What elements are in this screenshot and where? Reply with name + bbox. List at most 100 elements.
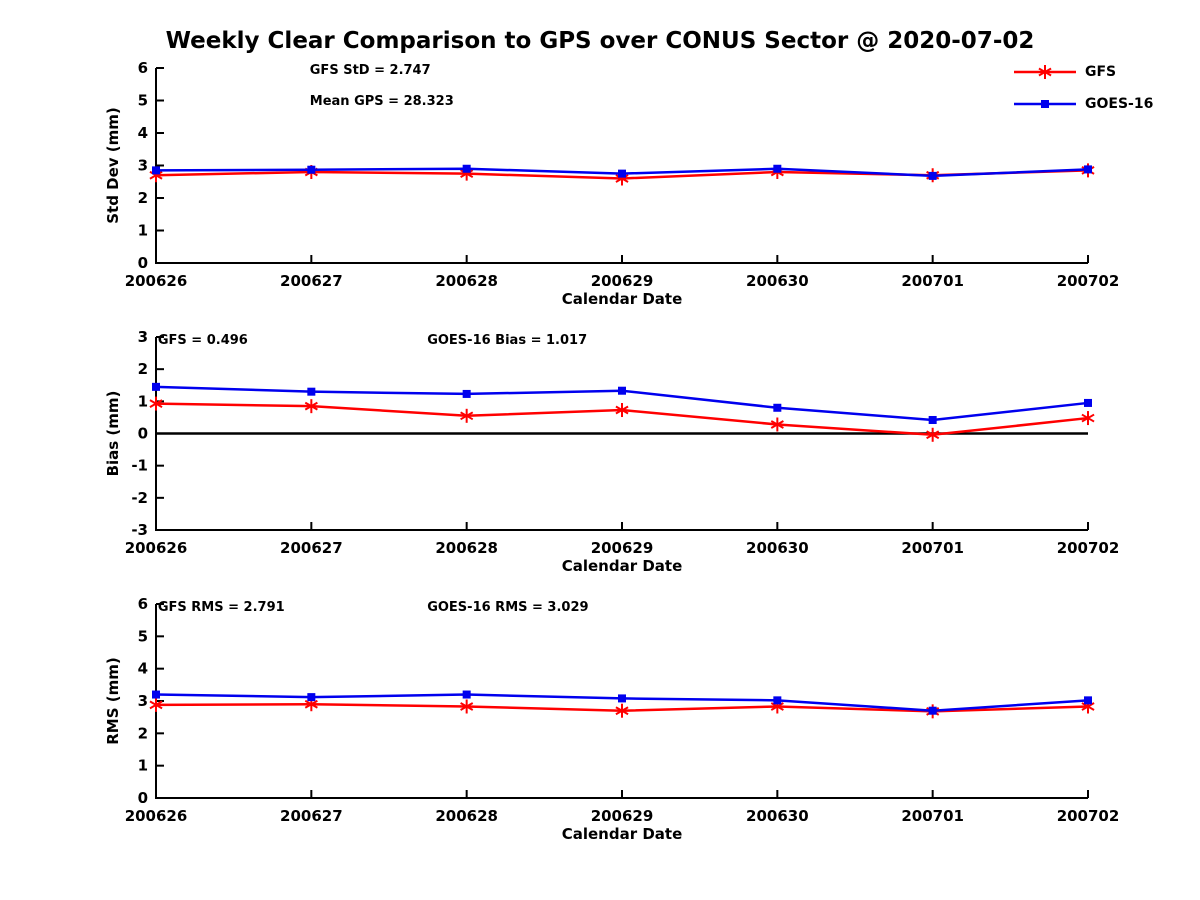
- series-marker-GFS: [149, 700, 163, 710]
- y-tick-label: -1: [131, 457, 148, 475]
- series-marker-GOES-16: [1084, 165, 1092, 174]
- y-tick-label: -3: [131, 521, 148, 539]
- series-marker-GOES-16: [773, 403, 782, 412]
- annotation: GFS RMS = 2.791: [158, 600, 285, 615]
- x-tick-label: 200630: [746, 539, 809, 557]
- series-marker-GFS: [1081, 413, 1095, 423]
- series-marker-GFS: [926, 430, 940, 440]
- series-marker-GOES-16: [618, 694, 626, 703]
- x-tick-label: 200702: [1057, 272, 1120, 290]
- series-marker-GFS: [149, 170, 163, 180]
- annotation: GOES-16 RMS = 3.029: [427, 600, 588, 615]
- series-marker-GFS: [770, 702, 784, 711]
- legend-label-gfs: GFS: [1085, 64, 1117, 80]
- x-tick-label: 200627: [280, 539, 343, 557]
- x-tick-label: 200630: [746, 807, 809, 825]
- series-marker-GOES-16: [618, 169, 626, 178]
- series-marker-GOES-16: [462, 164, 471, 173]
- y-tick-label: 0: [138, 789, 148, 807]
- annotation: GFS = 0.496: [158, 333, 248, 348]
- series-marker-GFS: [149, 399, 163, 408]
- figure-title: Weekly Clear Comparison to GPS over CONU…: [165, 28, 1035, 54]
- legend-marker: [1038, 67, 1052, 77]
- series-marker-GOES-16: [307, 387, 316, 396]
- y-tick-label: 3: [138, 328, 148, 346]
- x-tick-label: 200702: [1057, 539, 1120, 557]
- series-marker-GOES-16: [928, 706, 937, 715]
- series-marker-GOES-16: [307, 693, 316, 702]
- series-marker-GFS: [1081, 702, 1095, 711]
- y-tick-label: 4: [138, 660, 148, 678]
- x-tick-label: 200629: [591, 272, 654, 290]
- y-axis-label: Std Dev (mm): [104, 107, 122, 224]
- series-marker-GFS: [460, 411, 474, 421]
- series-marker-GOES-16: [618, 386, 626, 395]
- y-tick-label: 3: [138, 692, 148, 710]
- series-marker-GFS: [460, 169, 474, 178]
- series-marker-GOES-16: [152, 166, 160, 175]
- y-axis-label: Bias (mm): [104, 391, 122, 477]
- y-tick-label: 1: [138, 757, 148, 775]
- series-marker-GOES-16: [462, 690, 471, 699]
- x-tick-label: 200630: [746, 272, 809, 290]
- x-axis-label: Calendar Date: [562, 825, 683, 843]
- subplot-rms: 0 1 2 3 4 5 6 200626 200627 200628 200629 200630 200…: [104, 595, 1119, 843]
- x-axis-label: Calendar Date: [562, 290, 683, 308]
- series-marker-GOES-16: [1084, 696, 1092, 705]
- legend: GFS GOES-16: [1012, 56, 1153, 120]
- series-marker-GOES-16: [928, 415, 937, 424]
- x-tick-label: 200628: [435, 272, 498, 290]
- y-tick-label: 2: [138, 189, 148, 207]
- x-tick-label: 200701: [901, 539, 964, 557]
- series-marker-GOES-16: [773, 164, 782, 173]
- y-tick-label: 1: [138, 392, 148, 410]
- goes16-line-swatch: [1014, 100, 1076, 108]
- x-axis-label: Calendar Date: [562, 557, 683, 575]
- annotation: GOES-16 Bias = 1.017: [427, 333, 587, 348]
- annotation: GFS StD = 2.747: [310, 63, 431, 78]
- series-marker-GFS: [770, 420, 784, 429]
- series-marker-GFS: [460, 702, 474, 711]
- x-tick-label: 200629: [591, 539, 654, 557]
- y-tick-label: 0: [138, 425, 148, 443]
- x-tick-label: 200701: [901, 272, 964, 290]
- series-marker-GOES-16: [773, 696, 782, 705]
- subplot-bias: -3 -2 -1 0 1 2 3 200626 200627 200628 200629 200630…: [104, 328, 1119, 575]
- x-tick-label: 200701: [901, 807, 964, 825]
- y-tick-label: 5: [138, 627, 148, 645]
- x-tick-label: 200628: [435, 539, 498, 557]
- y-tick-label: 2: [138, 724, 148, 742]
- y-tick-label: 5: [138, 92, 148, 110]
- legend-item-gfs: GFS: [1012, 56, 1153, 88]
- series-marker-GFS: [615, 706, 629, 716]
- x-tick-label: 200628: [435, 807, 498, 825]
- x-tick-label: 200626: [125, 272, 188, 290]
- gfs-line-swatch: [1014, 65, 1076, 79]
- legend-marker: [1041, 100, 1049, 108]
- series-marker-GOES-16: [307, 165, 316, 174]
- x-tick-label: 200702: [1057, 807, 1120, 825]
- y-tick-label: -2: [131, 489, 148, 507]
- legend-item-goes16: GOES-16: [1012, 88, 1153, 120]
- series-marker-GOES-16: [1084, 398, 1092, 407]
- x-tick-label: 200626: [125, 807, 188, 825]
- y-tick-label: 6: [138, 595, 148, 613]
- x-tick-label: 200629: [591, 807, 654, 825]
- series-marker-GOES-16: [152, 382, 160, 391]
- series-marker-GFS: [615, 405, 629, 415]
- annotation: Mean GPS = 28.323: [310, 94, 454, 109]
- legend-label-goes16: GOES-16: [1085, 96, 1154, 112]
- y-tick-label: 4: [138, 124, 148, 142]
- x-tick-label: 200627: [280, 807, 343, 825]
- y-tick-label: 0: [138, 254, 148, 272]
- series-marker-GFS: [304, 401, 318, 411]
- y-tick-label: 6: [138, 59, 148, 77]
- x-tick-label: 200627: [280, 272, 343, 290]
- y-axis-label: RMS (mm): [104, 657, 122, 744]
- y-tick-label: 3: [138, 157, 148, 175]
- subplot-std-dev: 0 1 2 3 4 5 6 200626 200627 200628 200629 200630 200…: [104, 59, 1119, 308]
- series-marker-GOES-16: [928, 171, 937, 180]
- series-marker-GFS: [615, 174, 629, 183]
